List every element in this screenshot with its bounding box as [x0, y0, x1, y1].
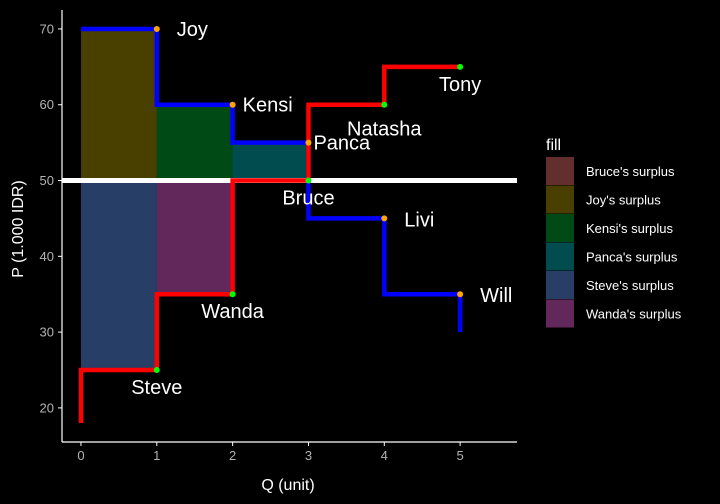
buyer-point-joy [153, 25, 160, 32]
legend-key-steve-s-surplus [546, 271, 574, 299]
area-panca-s-surplus [232, 142, 309, 181]
y-tick-label: 70 [40, 21, 54, 36]
area-kensi-s-surplus [156, 104, 233, 181]
legend-key-joy-s-surplus [546, 185, 574, 214]
x-tick-label: 4 [381, 448, 388, 463]
y-tick-label: 50 [40, 173, 54, 188]
legend-key-kensi-s-surplus [546, 214, 574, 242]
x-tick-label: 5 [457, 448, 464, 463]
supply-step-line [78, 64, 461, 424]
seller-label-natasha: Natasha [347, 119, 422, 141]
seller-label-bruce: Bruce [282, 188, 334, 210]
y-axis-title: P (1.000 IDR) [10, 180, 27, 278]
x-tick-label: 0 [77, 448, 84, 463]
axes: 0 1 2 3 4 5 20 30 40 50 60 70 [40, 10, 517, 463]
y-tick-label: 60 [40, 97, 54, 112]
legend: fill Bruce's surplus Joy's surplus Kensi's… [546, 137, 682, 328]
x-tick-label: 1 [153, 448, 160, 463]
buyer-point-will [457, 291, 464, 298]
seller-point-bruce [305, 177, 312, 184]
buyer-point-kensi [229, 101, 236, 108]
x-tick-label: 3 [305, 448, 312, 463]
legend-label-wanda-s-surplus: Wanda's surplus [586, 307, 682, 322]
buyer-label-will: Will [480, 285, 512, 307]
area-steve-s-surplus [80, 180, 157, 370]
seller-point-tony [457, 63, 464, 70]
legend-label-panca-s-surplus: Panca's surplus [586, 250, 678, 265]
seller-point-natasha [381, 101, 388, 108]
area-joy-s-surplus [80, 28, 157, 181]
seller-label-wanda: Wanda [201, 301, 265, 323]
legend-key-panca-s-surplus [546, 242, 574, 271]
seller-label-steve: Steve [131, 377, 182, 399]
legend-label-kensi-s-surplus: Kensi's surplus [586, 221, 674, 236]
y-tick-label: 20 [40, 400, 54, 415]
x-tick-label: 2 [229, 448, 236, 463]
buyer-point-panca [305, 139, 312, 146]
legend-title: fill [546, 137, 561, 154]
legend-key-bruce-s-surplus [546, 157, 574, 185]
seller-point-wanda [229, 291, 236, 298]
y-tick-label: 30 [40, 325, 54, 340]
buyer-label-panca: Panca [313, 133, 371, 155]
buyer-label-kensi: Kensi [243, 95, 293, 117]
buyer-point-livi [381, 215, 388, 222]
surplus-areas [80, 28, 309, 370]
x-axis-title: Q (unit) [261, 477, 314, 494]
area-wanda-s-surplus [156, 180, 233, 295]
seller-point-steve [153, 367, 160, 373]
legend-label-bruce-s-surplus: Bruce's surplus [586, 164, 675, 179]
legend-key-wanda-s-surplus [546, 299, 574, 328]
y-tick-label: 40 [40, 249, 54, 264]
buyer-label-joy: Joy [177, 19, 208, 41]
points [153, 25, 464, 373]
point-labels: Joy Kensi Panca Livi Will Steve Wanda Bruce Nata… [131, 19, 512, 399]
buyer-label-livi: Livi [404, 209, 434, 231]
legend-label-joy-s-surplus: Joy's surplus [586, 193, 661, 208]
seller-label-tony: Tony [439, 74, 481, 96]
legend-label-steve-s-surplus: Steve's surplus [586, 278, 674, 293]
